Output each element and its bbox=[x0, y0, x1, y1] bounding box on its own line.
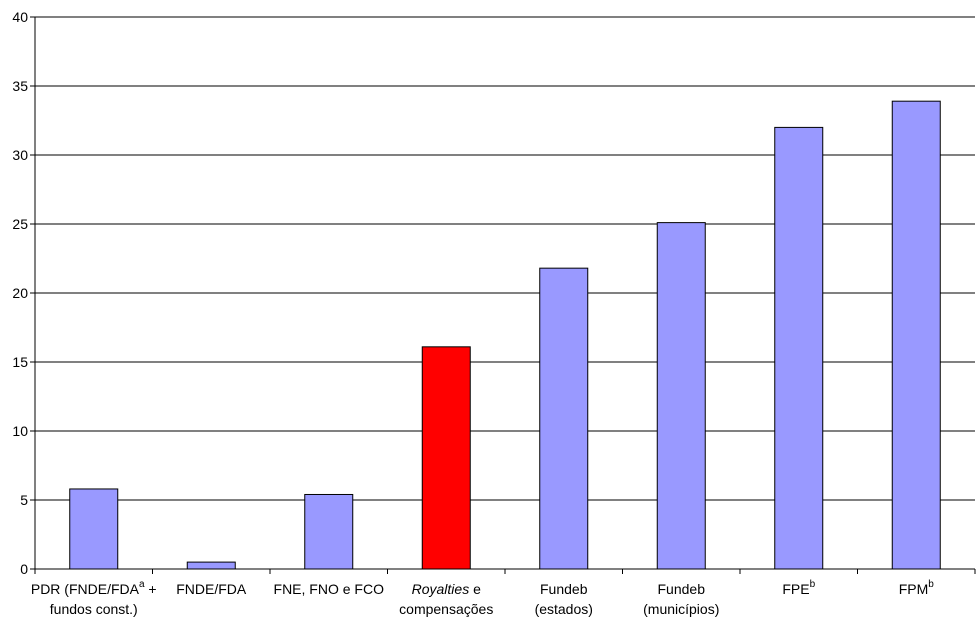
bars bbox=[69, 100, 941, 570]
x-category-labels: PDR (FNDE/FDAa + fundos const.) FNDE/FDA FN… bbox=[31, 579, 934, 617]
x-category-label: Fundeb bbox=[540, 581, 588, 597]
y-tick-label: 5 bbox=[20, 492, 28, 508]
bar-7 bbox=[774, 126, 824, 570]
bar-8 bbox=[891, 100, 941, 570]
x-category-label: Fundeb bbox=[658, 581, 706, 597]
x-category-label: (municípios) bbox=[643, 601, 719, 617]
gridlines bbox=[35, 16, 975, 501]
x-category-label: Royalties e bbox=[412, 581, 481, 597]
y-tick-labels: 0 5 10 15 20 25 30 35 40 bbox=[12, 9, 28, 577]
x-category-label: FPEb bbox=[782, 579, 815, 597]
y-tick-label: 35 bbox=[12, 78, 28, 94]
x-category-label: FNDE/FDA bbox=[176, 581, 247, 597]
y-tick-label: 10 bbox=[12, 423, 28, 439]
bar-6 bbox=[656, 222, 706, 570]
x-category-label: FNE, FNO e FCO bbox=[274, 581, 385, 597]
y-tick-label: 25 bbox=[12, 216, 28, 232]
y-tick-label: 40 bbox=[12, 9, 28, 25]
y-tick-label: 20 bbox=[12, 285, 28, 301]
bar-4 bbox=[421, 346, 471, 570]
bar-2 bbox=[186, 561, 236, 570]
x-category-label: compensações bbox=[399, 601, 493, 617]
bar-5 bbox=[539, 267, 589, 570]
bar-3 bbox=[304, 493, 354, 570]
x-category-label: fundos const.) bbox=[50, 601, 138, 617]
x-category-label: PDR (FNDE/FDAa + bbox=[31, 579, 157, 597]
y-tick-label: 0 bbox=[20, 561, 28, 577]
x-category-label: (estados) bbox=[535, 601, 593, 617]
y-tick-label: 30 bbox=[12, 147, 28, 163]
bar-1 bbox=[69, 488, 119, 570]
x-category-label: FPMb bbox=[899, 579, 935, 597]
y-tick-label: 15 bbox=[12, 354, 28, 370]
axes bbox=[30, 16, 976, 574]
